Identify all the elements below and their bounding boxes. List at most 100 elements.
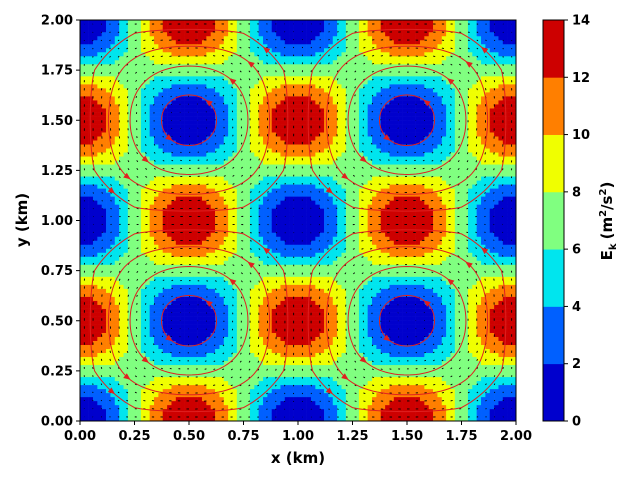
contour-cell	[110, 336, 116, 341]
contour-cell	[101, 292, 107, 297]
contour-cell	[236, 100, 242, 105]
contour-cell	[258, 292, 264, 297]
contour-cell	[101, 312, 107, 317]
contour-cell	[293, 344, 299, 350]
contour-cell	[206, 344, 211, 350]
contour-cell	[127, 43, 133, 49]
contour-cell	[88, 124, 94, 129]
contour-cell	[267, 168, 273, 173]
contour-cell	[193, 408, 198, 414]
contour-cell	[223, 224, 229, 229]
contour-cell	[249, 412, 255, 418]
contour-cell	[140, 100, 146, 105]
contour-cell	[175, 388, 181, 394]
contour-cell	[92, 192, 98, 197]
contour-cell	[106, 160, 111, 165]
contour-cell	[184, 39, 190, 45]
contour-cell	[193, 396, 198, 402]
contour-cell	[215, 140, 220, 145]
contour-cell	[267, 276, 273, 281]
contour-cell	[258, 216, 264, 221]
contour-cell	[267, 68, 273, 73]
contour-cell	[263, 320, 268, 325]
contour-cell	[162, 224, 168, 229]
contour-cell	[154, 200, 159, 205]
contour-cell	[245, 84, 251, 89]
contour-cell	[215, 43, 220, 49]
contour-cell	[145, 60, 150, 65]
contour-cell	[258, 164, 264, 169]
contour-cell	[236, 260, 242, 265]
contour-cell	[258, 20, 264, 25]
contour-cell	[167, 112, 172, 117]
contour-cell	[149, 160, 155, 165]
contour-cell	[245, 68, 251, 73]
contour-cell	[88, 164, 94, 169]
contour-cell	[284, 152, 290, 157]
contour-cell	[101, 388, 107, 394]
contour-cell	[110, 92, 116, 97]
contour-cell	[267, 348, 273, 354]
contour-cell	[193, 80, 198, 85]
contour-cell	[236, 408, 242, 414]
contour-cell	[140, 64, 146, 69]
contour-cell	[92, 232, 98, 237]
contour-cell	[101, 128, 107, 133]
contour-cell	[149, 392, 155, 398]
contour-cell	[171, 64, 177, 69]
contour-cell	[158, 396, 164, 402]
contour-cell	[80, 76, 85, 81]
contour-cell	[154, 60, 159, 65]
contour-cell	[206, 332, 211, 337]
contour-cell	[175, 96, 181, 101]
contour-cell	[180, 380, 185, 386]
contour-cell	[149, 23, 155, 29]
contour-cell	[175, 412, 181, 418]
contour-cell	[219, 176, 225, 181]
contour-cell	[232, 356, 238, 362]
contour-cell	[123, 176, 129, 181]
contour-cell	[219, 396, 225, 402]
contour-cell	[140, 116, 146, 121]
contour-cell	[223, 320, 229, 325]
contour-cell	[245, 284, 251, 289]
contour-cell	[280, 64, 286, 69]
contour-cell	[106, 220, 111, 225]
contour-cell	[263, 216, 268, 221]
contour-cell	[119, 112, 124, 117]
contour-cell	[249, 112, 255, 117]
contour-cell	[215, 252, 220, 257]
contour-cell	[84, 316, 89, 321]
contour-cell	[249, 80, 255, 85]
contour-cell	[276, 396, 281, 402]
contour-cell	[241, 112, 246, 117]
contour-cell	[184, 336, 190, 341]
contour-cell	[88, 64, 94, 69]
contour-cell	[140, 328, 146, 333]
contour-cell	[154, 168, 159, 173]
contour-cell	[258, 240, 264, 245]
contour-cell	[228, 136, 233, 141]
contour-cell	[206, 176, 211, 181]
contour-cell	[171, 23, 177, 29]
contour-cell	[184, 340, 190, 346]
contour-cell	[84, 272, 89, 277]
contour-cell	[149, 276, 155, 281]
contour-cell	[236, 84, 242, 89]
contour-cell	[136, 344, 142, 350]
contour-cell	[263, 264, 268, 269]
contour-cell	[88, 160, 94, 165]
contour-cell	[149, 120, 155, 125]
contour-cell	[249, 104, 255, 109]
contour-cell	[97, 120, 102, 125]
contour-cell	[276, 228, 281, 233]
contour-cell	[241, 92, 246, 97]
contour-cell	[180, 196, 185, 201]
contour-cell	[289, 332, 294, 337]
contour-cell	[106, 336, 111, 341]
contour-cell	[206, 356, 211, 362]
contour-cell	[228, 376, 233, 382]
contour-cell	[267, 332, 273, 337]
contour-cell	[223, 64, 229, 69]
contour-cell	[175, 148, 181, 153]
